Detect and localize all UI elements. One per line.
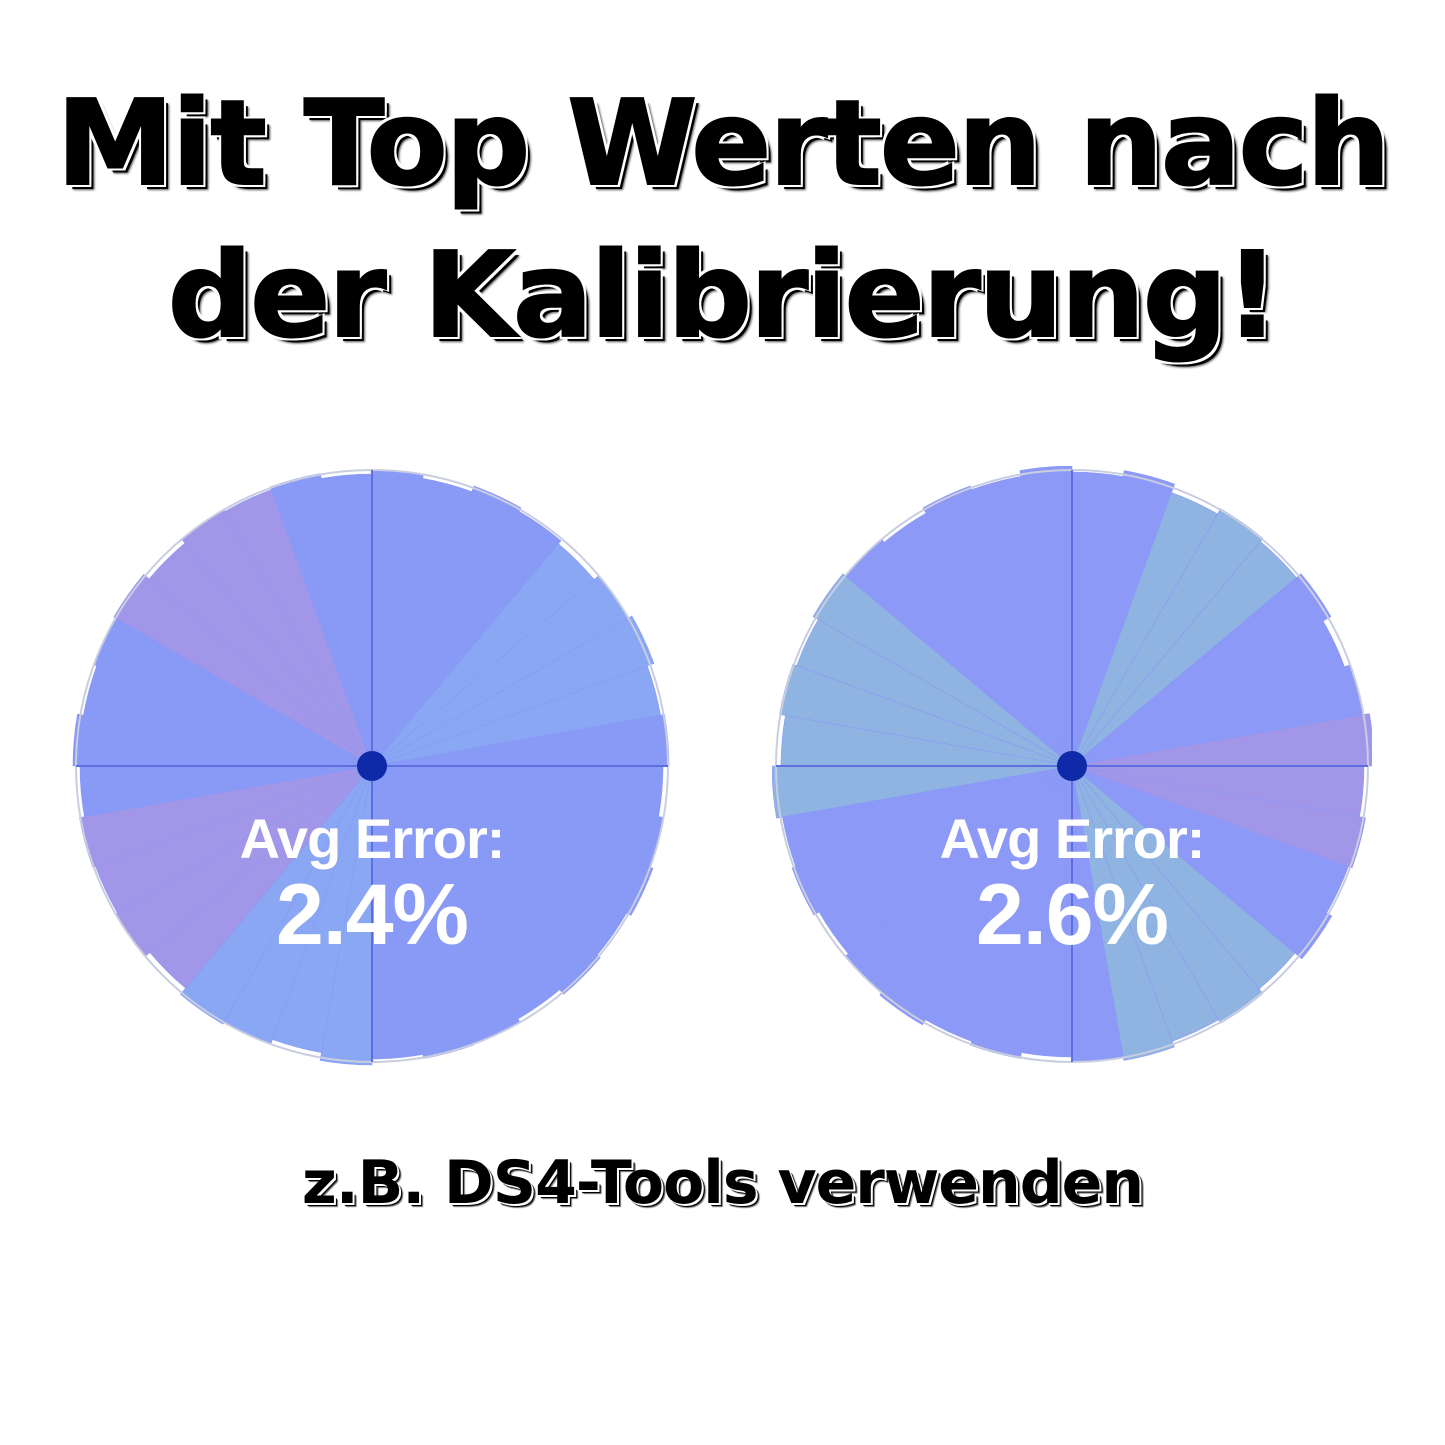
gauge-left-wedges <box>72 469 670 1066</box>
gauge-wedge <box>113 573 373 767</box>
gauge-right-title: Avg Error: <box>939 807 1206 870</box>
gauge-wedge <box>1071 713 1372 767</box>
gauge-wedge <box>371 765 474 1059</box>
gauge-wedge <box>791 765 1073 916</box>
gauge-wedge <box>371 510 562 767</box>
gauge-wedge <box>845 765 1073 993</box>
gauge-wedge <box>1071 470 1175 767</box>
gauge-wedge <box>371 615 655 767</box>
gauge-wedge <box>371 765 601 995</box>
gauge-wedge <box>1071 573 1332 767</box>
gauge-wedge <box>772 765 1073 819</box>
gauge-wedge <box>1071 765 1175 1061</box>
gauge-wedge <box>922 485 1073 767</box>
gauge-right-value: 2.6% <box>975 867 1169 963</box>
gauge-wedge <box>1071 765 1366 869</box>
caption-tool-hint: z.B. DS4-Tools verwenden <box>301 1148 1144 1218</box>
gauge-wedge <box>79 765 373 868</box>
gauge-center-dot <box>357 751 387 781</box>
gauge-center-dot <box>1057 751 1087 781</box>
gauge-left-value: 2.4% <box>275 867 469 963</box>
gauge-wedge <box>879 765 1073 1026</box>
stick-circularity-gauge-right: Avg Error: 2.6% <box>772 466 1372 1066</box>
stick-circularity-gauge-left: Avg Error: 2.4% <box>72 466 672 1066</box>
gauge-wedge <box>845 539 1073 767</box>
gauge-wedge <box>371 485 522 767</box>
headline-line-2: der Kalibrierung! <box>167 226 1280 364</box>
gauge-wedge <box>1071 765 1333 960</box>
gauge-wedge <box>270 473 373 767</box>
headline-line-1: Mit Top Werten nach <box>55 74 1391 212</box>
gauge-wedge <box>812 573 1073 767</box>
gauge-wedge <box>779 664 1073 767</box>
gauge-wedge <box>970 765 1073 1059</box>
gauge-left-title: Avg Error: <box>239 807 506 870</box>
gauge-right-wedges <box>772 466 1372 1063</box>
gauge-wedge <box>179 765 373 1025</box>
gauge-wedge <box>1019 466 1073 767</box>
gauge-wedge <box>371 765 654 916</box>
